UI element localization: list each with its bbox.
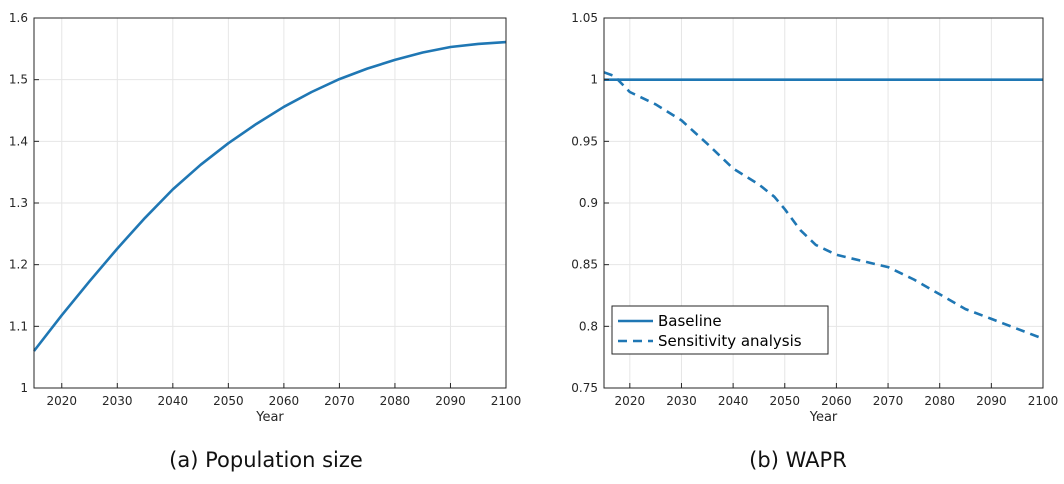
x-tick-label: 2080	[924, 394, 955, 408]
y-tick-label: 0.75	[571, 381, 598, 395]
x-tick-label: 2070	[873, 394, 904, 408]
legend-label: Sensitivity analysis	[658, 332, 802, 350]
x-tick-label: 2060	[269, 394, 300, 408]
x-axis-title: Year	[255, 410, 284, 425]
x-tick-label: 2040	[718, 394, 749, 408]
population-chart: 2020 2030 2040 2050 2060 2070 2080 2090 2100 1 1.1…	[9, 11, 522, 425]
x-tick-label: 2050	[213, 394, 244, 408]
caption-population: (a) Population size	[169, 448, 363, 472]
series-line-sensitivity-analysis	[603, 71, 1044, 340]
x-tick-label: 2030	[102, 394, 133, 408]
caption-wapr: (b) WAPR	[749, 448, 847, 472]
x-tick-label: 2090	[435, 394, 466, 408]
legend-label: Baseline	[658, 312, 722, 330]
legend-box	[611, 305, 829, 355]
x-tick-label: 2100	[1028, 394, 1059, 408]
y-tick-label: 1.5	[9, 73, 28, 87]
x-tick-label: 2040	[158, 394, 189, 408]
chart-panel-wapr: 2020 2030 2040 2050 2060 2070 2080 2090 2100 0.75…	[532, 0, 1064, 484]
y-tick-label: 1.6	[9, 11, 28, 25]
x-tick-label: 2020	[46, 394, 77, 408]
y-tick-label: 1.1	[9, 319, 28, 333]
x-axis-title: Year	[809, 410, 838, 425]
y-tick-label: 1.05	[571, 11, 598, 25]
chart-panel-population: 2020 2030 2040 2050 2060 2070 2080 2090 2100 1 1.1…	[9, 11, 522, 425]
x-tick-label: 2080	[380, 394, 411, 408]
x-tick-label: 2070	[324, 394, 355, 408]
y-tick-label: 0.95	[571, 134, 598, 148]
y-tick-label: 1	[590, 73, 598, 87]
y-tick-label: 0.85	[571, 258, 598, 272]
y-tick-label: 1	[20, 381, 28, 395]
y-tick-label: 1.2	[9, 258, 28, 272]
x-tick-label: 2100	[491, 394, 522, 408]
y-tick-label: 0.8	[579, 319, 598, 333]
legend: Baseline Sensitivity analysis	[611, 305, 829, 355]
x-tick-label: 2090	[976, 394, 1007, 408]
y-tick-label: 1.3	[9, 196, 28, 210]
x-tick-label: 2020	[615, 394, 646, 408]
series-line-1	[32, 40, 507, 352]
wapr-chart: 2020 2030 2040 2050 2060 2070 2080 2090 2100 0.75…	[571, 11, 1059, 425]
x-tick-label: 2060	[821, 394, 852, 408]
y-tick-label: 1.4	[9, 134, 28, 148]
y-tick-label: 0.9	[579, 196, 598, 210]
x-tick-label: 2050	[769, 394, 800, 408]
x-tick-label: 2030	[666, 394, 697, 408]
